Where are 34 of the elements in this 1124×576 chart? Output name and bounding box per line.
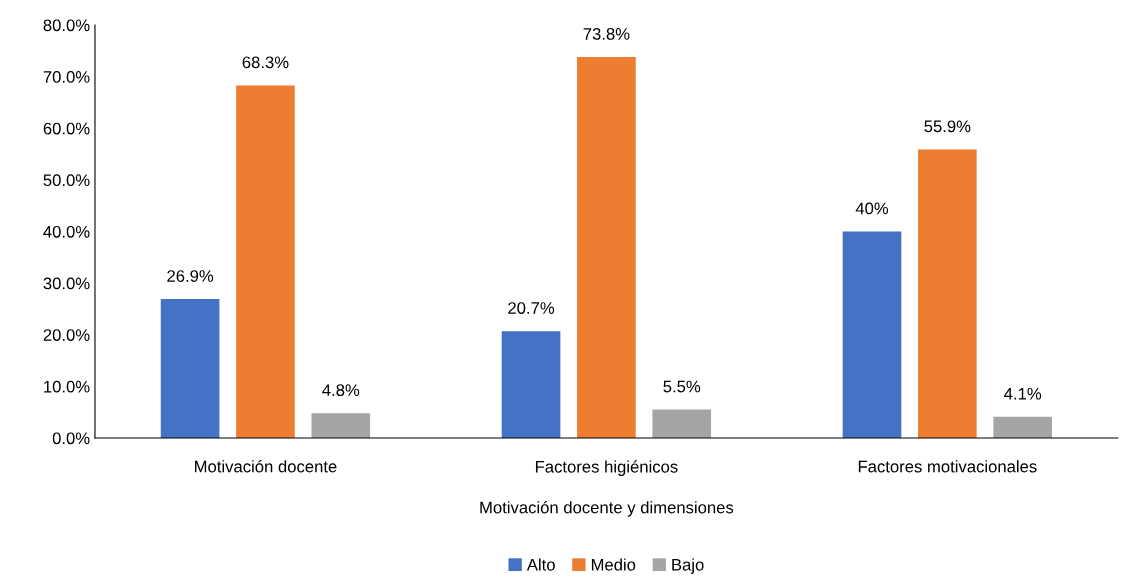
bar [311, 413, 371, 438]
y-tick-label: 0.0% [52, 432, 90, 445]
y-tick-label: 70.0% [43, 71, 90, 83]
x-tick-label: Motivación docente [195, 460, 337, 473]
data-label: 40% [855, 202, 889, 215]
bar [993, 416, 1053, 438]
data-label: 4.8% [322, 384, 360, 397]
data-label: 73.8% [583, 28, 630, 40]
y-tick-label: 40.0% [43, 225, 90, 238]
data-label: 5.5% [663, 380, 701, 393]
bar [236, 85, 295, 438]
data-label: 4.1% [1004, 387, 1042, 400]
data-label: 55.9% [924, 120, 971, 133]
y-tick-label: 80.0% [43, 19, 90, 32]
y-tick-label: 60.0% [43, 122, 90, 135]
y-tick-label: 20.0% [43, 329, 90, 341]
bar [652, 409, 712, 438]
data-label: 68.3% [242, 56, 289, 69]
legend-label: Alto [526, 558, 555, 571]
data-label: 20.7% [508, 302, 555, 314]
bar [842, 231, 902, 438]
y-tick-label: 30.0% [43, 277, 90, 290]
data-label: 26.9% [167, 270, 214, 282]
legend-label: Bajo [672, 558, 704, 574]
x-tick-label: Factores higiénicos [535, 460, 678, 476]
bar [577, 57, 636, 438]
bar [160, 299, 220, 438]
y-tick-label: 50.0% [43, 174, 90, 187]
y-tick-label: 10.0% [44, 380, 90, 393]
legend-label: Medio [591, 558, 636, 571]
x-axis-title: Motivación docente y dimensiones [480, 500, 734, 517]
bar [918, 149, 977, 438]
bar [501, 331, 561, 438]
x-tick-label: Factores motivacionales [858, 460, 1037, 473]
